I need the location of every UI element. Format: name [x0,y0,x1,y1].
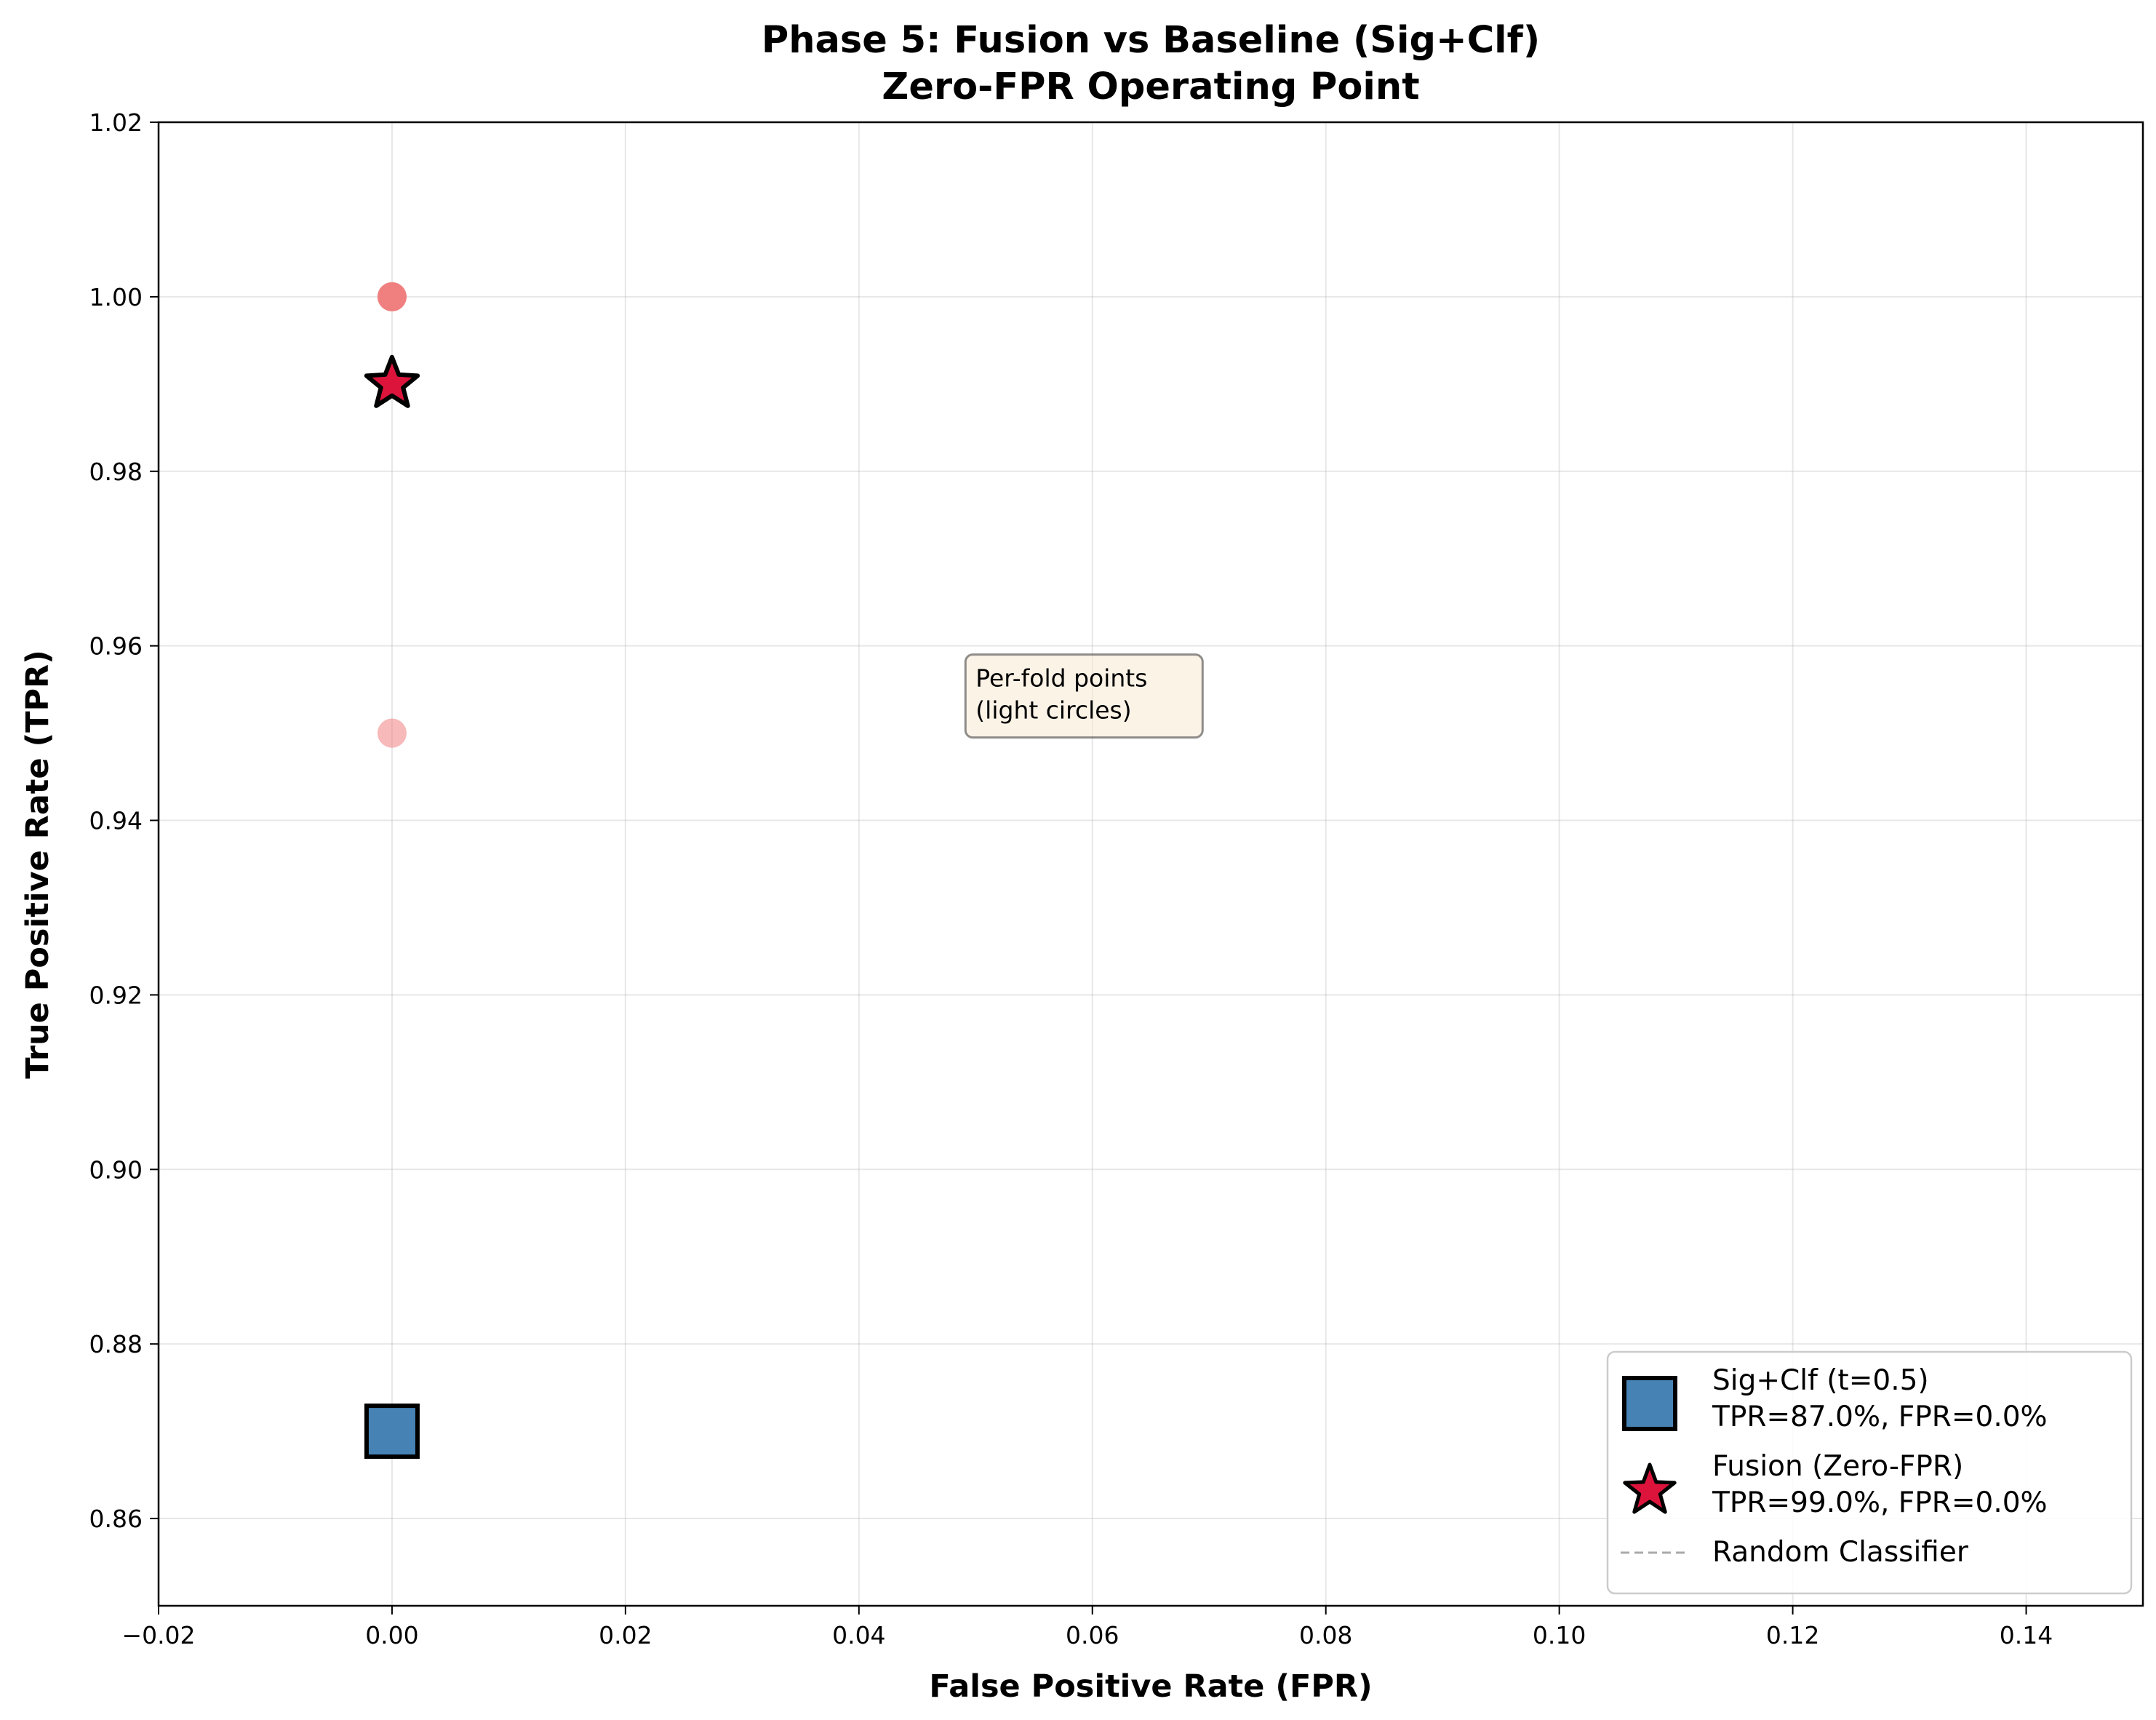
legend-star-marker [1623,1462,1677,1514]
y-tick-label: 0.86 [89,1505,143,1533]
y-tick-label: 0.98 [89,458,143,486]
annotation-box: Per-fold points (light circles) [964,653,1204,739]
y-tick-label: 0.96 [89,632,143,661]
x-tick-label: 0.10 [1533,1621,1586,1649]
x-tick-label: 0.00 [365,1621,418,1649]
annotation-line-2: (light circles) [975,696,1131,725]
x-tick-label: 0.12 [1766,1621,1819,1649]
chart-title-line-2: Zero-FPR Operating Point [882,65,1419,108]
per-fold-point [377,282,407,311]
x-tick-label: −0.02 [121,1621,195,1649]
x-tick-label: 0.08 [1299,1621,1352,1649]
y-tick-label: 1.00 [89,283,143,311]
legend-entry-random-classifier: Random Classifier [1712,1536,1969,1569]
legend-entry-baseline-line-2: TPR=87.0%, FPR=0.0% [1712,1401,2048,1433]
x-tick-label: 0.02 [599,1621,652,1649]
y-tick-label: 0.92 [89,981,143,1009]
x-tick-label: 0.04 [832,1621,885,1649]
x-tick-label: 0.06 [1066,1621,1119,1649]
y-tick-label: 0.88 [89,1330,143,1358]
legend-entry-baseline-line-1: Sig+Clf (t=0.5) [1712,1364,1929,1397]
axis-ticks: −0.02 0.00 0.02 0.04 0.06 0.08 0.10 0.12 0.14 0.8… [89,108,2053,1649]
y-tick-label: 0.90 [89,1155,143,1184]
y-tick-label: 0.94 [89,807,143,835]
data-marks [364,282,420,1460]
annotation-background [964,653,1204,739]
legend: Sig+Clf (t=0.5) TPR=87.0%, FPR=0.0% Fusi… [1606,1350,2133,1595]
x-tick-label: 0.14 [2000,1621,2053,1649]
annotation-line-1: Per-fold points [975,664,1147,693]
legend-square-marker [1622,1376,1677,1431]
legend-frame [1606,1350,2133,1595]
fusion-star-point [364,354,420,408]
legend-entry-fusion-line-1: Fusion (Zero-FPR) [1712,1450,1963,1483]
baseline-square-point [364,1404,420,1460]
chart-title-line-1: Phase 5: Fusion vs Baseline (Sig+Clf) [762,19,1540,62]
per-fold-point [377,718,407,748]
legend-entry-fusion-line-2: TPR=99.0%, FPR=0.0% [1712,1486,2048,1519]
x-axis-label: False Positive Rate (FPR) [929,1668,1372,1705]
y-tick-label: 1.02 [89,108,143,137]
plot-frame [157,121,2144,1607]
y-axis-label: True Positive Rate (TPR) [20,650,56,1079]
